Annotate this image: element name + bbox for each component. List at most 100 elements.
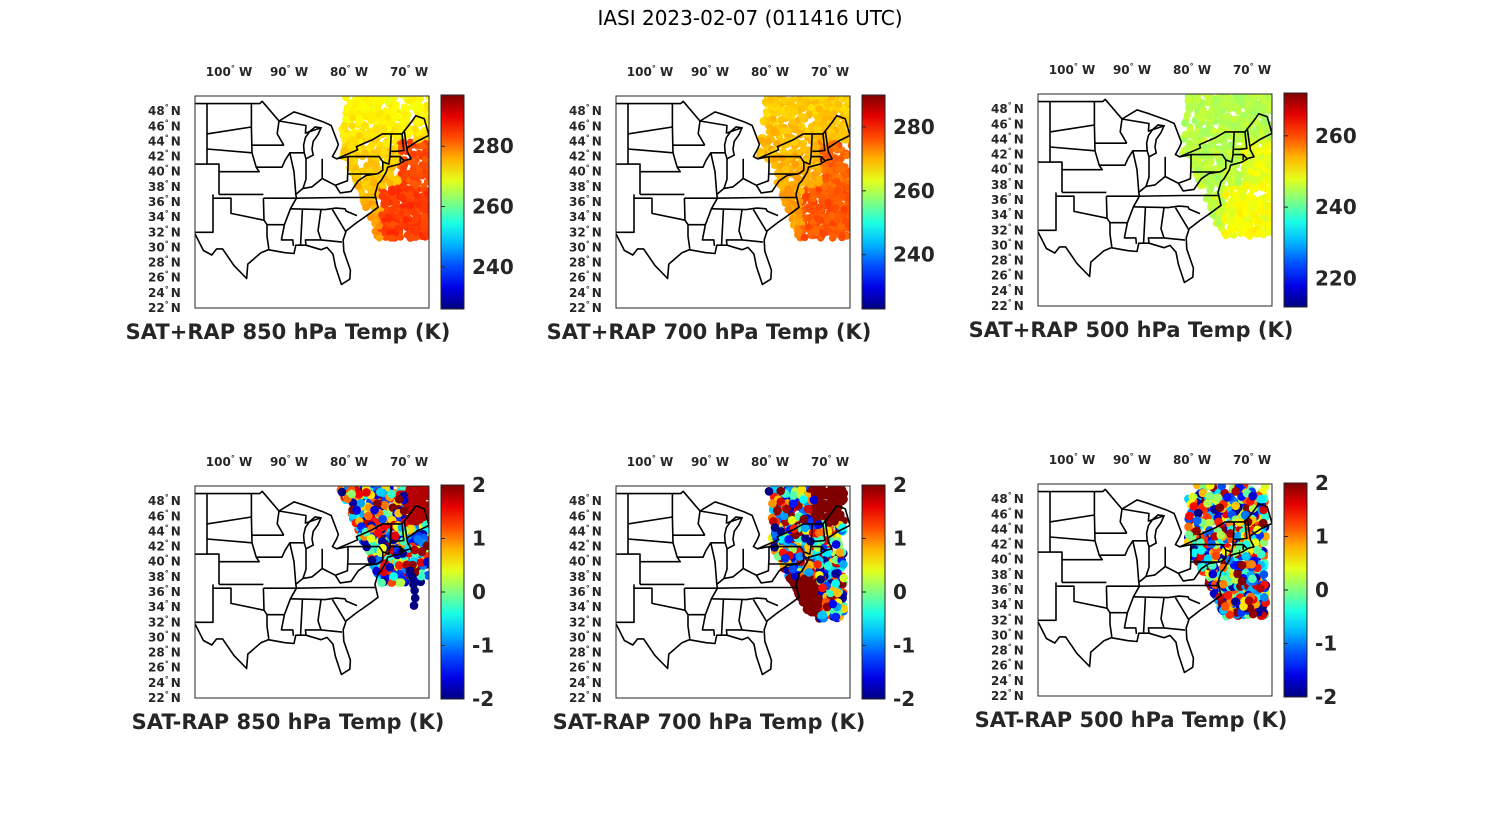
observation-point	[1212, 95, 1220, 103]
observation-point	[1204, 518, 1214, 528]
observation-point	[348, 136, 356, 144]
observation-point	[360, 122, 368, 130]
observation-point	[352, 505, 361, 515]
observation-point	[831, 569, 840, 578]
observation-point	[1213, 106, 1221, 114]
state-border	[278, 510, 322, 524]
observation-point	[1261, 512, 1270, 521]
state-border	[720, 599, 725, 635]
observation-point	[361, 149, 369, 157]
state-border	[701, 197, 719, 246]
lat-tick-label: 42° N	[148, 149, 181, 164]
state-border	[290, 207, 358, 217]
observation-point	[1271, 186, 1272, 190]
state-border	[1142, 207, 1147, 243]
observation-point	[1254, 148, 1262, 156]
observation-point	[1274, 198, 1281, 205]
observation-point	[778, 154, 786, 162]
lat-tick-label: 48° N	[148, 103, 181, 118]
map-panel-3: 100° W 90° W 80° W 70° W 48° N 46° N 44° N 42° N 40°…	[843, 0, 1357, 342]
observation-point	[776, 96, 784, 100]
observation-point	[388, 206, 396, 214]
observation-point	[410, 593, 420, 603]
observation-point	[779, 127, 787, 135]
observation-point	[796, 218, 804, 226]
state-border	[280, 587, 298, 636]
observation-point	[828, 132, 836, 141]
coastline-border	[195, 490, 429, 676]
observation-point	[1230, 222, 1238, 230]
observation-point	[374, 146, 382, 154]
observation-point	[418, 142, 426, 150]
observation-point	[1195, 94, 1203, 97]
observation-point	[794, 231, 802, 239]
map-panel-6: 100° W 90° W 80° W 70° W 48° N 46° N 44° N 42° N 40°…	[843, 388, 1338, 732]
observation-point	[422, 230, 429, 238]
observation-point	[1229, 208, 1237, 217]
observation-point	[1225, 216, 1234, 224]
state-border	[1050, 161, 1063, 193]
state-border	[399, 546, 405, 551]
observation-point	[791, 108, 799, 116]
lon-tick-label: 100° W	[206, 64, 252, 79]
observation-point	[1273, 117, 1280, 124]
observation-point	[823, 561, 833, 570]
observation-point	[779, 511, 789, 521]
observation-point	[827, 192, 835, 200]
observation-point	[1243, 182, 1251, 190]
lat-tick-label: 42° N	[569, 149, 602, 164]
state-border	[256, 542, 305, 558]
figure-title: IASI 2023-02-07 (011416 UTC)	[597, 6, 903, 30]
observation-point	[412, 192, 421, 200]
observation-point	[847, 224, 850, 231]
state-border	[1049, 124, 1095, 133]
observation-point	[389, 107, 398, 115]
state-border	[304, 599, 322, 636]
observation-point	[1217, 224, 1225, 232]
observation-point	[809, 607, 819, 617]
lon-tick-label: 90° W	[270, 64, 308, 79]
lat-tick-label: 36° N	[148, 584, 181, 599]
observation-point	[813, 125, 821, 133]
observation-point	[822, 96, 830, 99]
coastline-border	[616, 100, 850, 286]
observation-point	[804, 223, 812, 231]
state-border	[677, 542, 726, 558]
observation-point	[375, 222, 383, 230]
observation-point	[788, 499, 798, 508]
observation-point	[794, 174, 802, 182]
observation-point	[1188, 492, 1197, 502]
lat-tick-label: 36° N	[148, 194, 181, 209]
colorbar-tick-label: -2	[893, 687, 915, 711]
map-frame	[1037, 93, 1273, 307]
lat-tick-label: 30° N	[148, 239, 181, 254]
state-border	[1242, 154, 1248, 159]
observation-point	[1238, 115, 1246, 123]
state-border	[684, 542, 719, 589]
state-border	[1177, 171, 1220, 192]
state-border	[723, 548, 728, 579]
state-border	[348, 133, 392, 165]
observation-point	[800, 523, 810, 533]
observation-point	[1183, 145, 1191, 153]
lat-tick-label: 22° N	[569, 690, 602, 705]
observation-point	[773, 506, 782, 515]
state-border	[824, 521, 829, 539]
state-border	[741, 629, 764, 633]
observation-point	[1237, 202, 1245, 210]
state-border	[723, 158, 728, 189]
state-border	[634, 197, 686, 221]
observation-point	[364, 511, 373, 521]
observation-point	[1271, 219, 1272, 223]
observation-point	[839, 560, 848, 569]
lon-tick-label: 80° W	[330, 64, 368, 79]
state-border	[812, 133, 826, 153]
lat-tick-label: 24° N	[148, 675, 181, 690]
state-border	[403, 521, 408, 539]
state-border	[263, 542, 298, 589]
state-border	[390, 545, 402, 552]
observation-point	[834, 212, 842, 220]
lat-tick-label: 38° N	[569, 179, 602, 194]
observation-point	[845, 167, 850, 175]
observation-point	[785, 126, 793, 135]
